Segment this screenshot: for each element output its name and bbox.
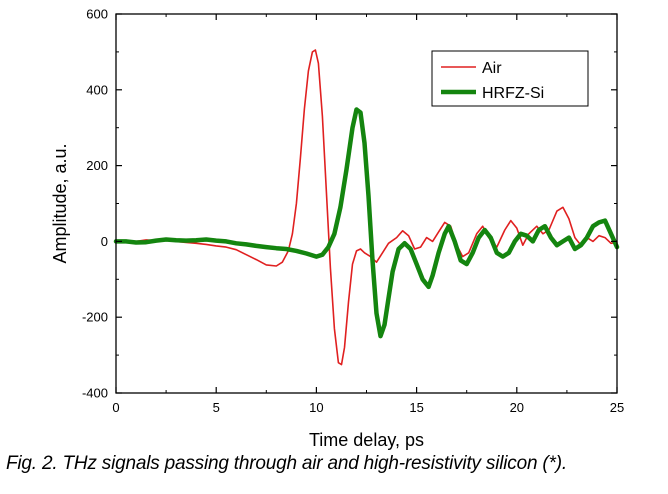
x-tick-label: 5 (213, 400, 220, 415)
y-tick-label: -200 (82, 310, 108, 325)
y-tick-label: 600 (86, 7, 108, 22)
legend-label: Air (482, 60, 502, 77)
series-line-hrfz-si (113, 107, 620, 339)
amplitude-time-chart: 0 5 10 15 20 25 -400 -200 0 200 400 600 Time delay, … (50, 7, 624, 451)
y-axis-title: Amplitude, a.u. (50, 143, 70, 263)
legend-box (431, 50, 589, 107)
figure-caption: Fig. 2. THz signals passing through air … (6, 453, 567, 474)
x-axis-title: Time delay, ps (309, 430, 424, 450)
y-tick-label: 200 (86, 158, 108, 173)
y-tick-label: 400 (86, 82, 108, 97)
x-tick-label: 25 (610, 400, 624, 415)
x-tick-label: 20 (510, 400, 524, 415)
legend-label: HRFZ-Si (482, 85, 544, 102)
y-tick-label: -400 (82, 386, 108, 401)
x-tick-label: 0 (112, 400, 119, 415)
y-tick-label: 0 (101, 234, 108, 249)
x-tick-label: 15 (409, 400, 423, 415)
x-tick-label: 10 (309, 400, 323, 415)
